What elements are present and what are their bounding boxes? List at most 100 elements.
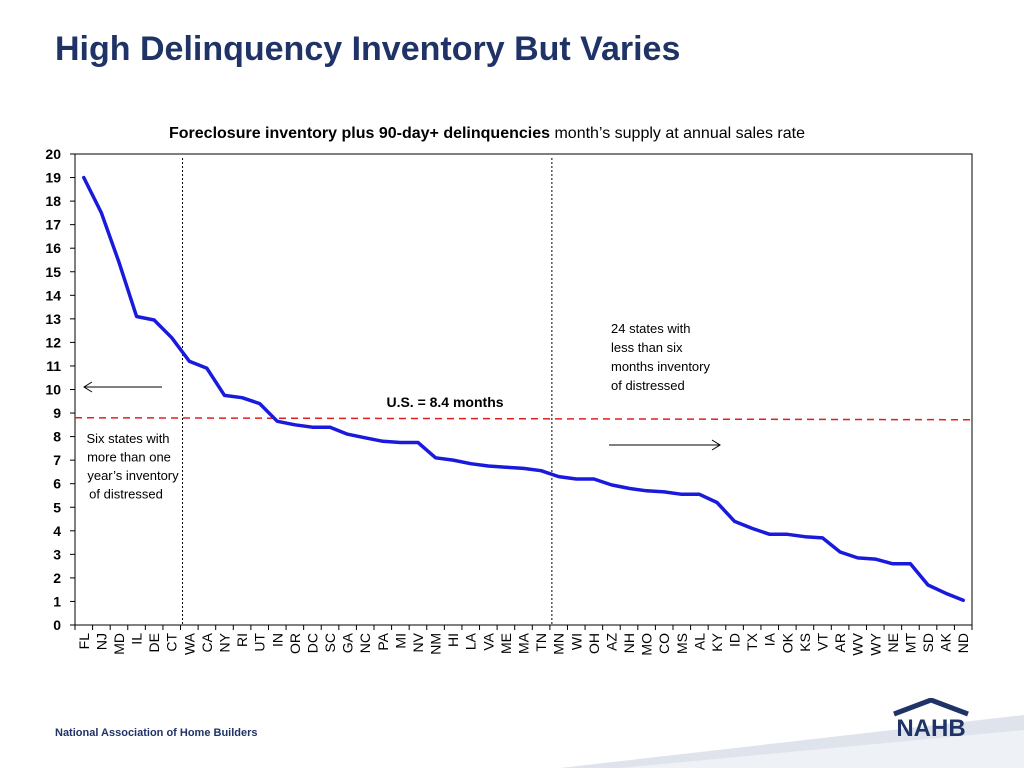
x-tick-label: CO bbox=[656, 633, 672, 654]
x-tick-label: OR bbox=[287, 633, 303, 654]
x-tick-label: VT bbox=[815, 633, 831, 651]
y-tick-label: 19 bbox=[45, 170, 61, 186]
x-tick-label: AZ bbox=[603, 633, 619, 651]
x-tick-label: CT bbox=[164, 633, 180, 652]
x-tick-label: SD bbox=[920, 633, 936, 652]
data-point bbox=[99, 211, 103, 215]
y-tick-label: 3 bbox=[53, 546, 61, 562]
y-tick-label: 20 bbox=[45, 146, 61, 162]
left-annotation-line: Six states with bbox=[86, 431, 169, 446]
data-point bbox=[891, 562, 895, 566]
data-point bbox=[909, 562, 912, 566]
x-tick-label: IN bbox=[269, 633, 285, 647]
data-point bbox=[574, 477, 578, 481]
x-tick-label: IL bbox=[129, 633, 145, 645]
data-point bbox=[152, 318, 156, 322]
data-point bbox=[821, 536, 824, 540]
x-tick-label: KS bbox=[797, 633, 813, 652]
nahb-logo-text: NAHB bbox=[896, 715, 965, 740]
x-tick-label: NY bbox=[217, 632, 233, 652]
right-annotation-line: less than six bbox=[611, 340, 683, 355]
data-point bbox=[873, 557, 877, 561]
footer-band bbox=[0, 700, 1024, 768]
data-point bbox=[486, 464, 490, 468]
x-tick-label: ID bbox=[727, 633, 743, 647]
y-tick-label: 4 bbox=[53, 523, 61, 539]
chart-title-rest: month’s supply at annual sales rate bbox=[550, 125, 805, 142]
foreclosure-chart: Foreclosure inventory plus 90-day+ delin… bbox=[45, 125, 973, 656]
data-point bbox=[82, 176, 86, 179]
y-tick-label: 16 bbox=[45, 240, 61, 256]
x-tick-label: NH bbox=[621, 633, 637, 653]
us-average-line bbox=[74, 417, 973, 421]
data-point bbox=[856, 556, 860, 560]
x-tick-label: NV bbox=[410, 632, 426, 652]
x-tick-label: WI bbox=[568, 633, 584, 650]
right-annotation-line: 24 states with bbox=[611, 321, 691, 336]
data-point bbox=[434, 456, 437, 460]
x-tick-label: NM bbox=[428, 633, 444, 655]
x-tick-label: TN bbox=[533, 633, 549, 652]
data-point bbox=[944, 591, 948, 595]
data-point bbox=[645, 489, 649, 493]
x-tick-label: ND bbox=[955, 633, 971, 653]
x-tick-label: TX bbox=[744, 632, 760, 651]
data-point bbox=[539, 469, 543, 473]
chart-title: Foreclosure inventory plus 90-day+ delin… bbox=[169, 125, 805, 142]
y-tick-label: 8 bbox=[53, 429, 61, 445]
x-tick-label: OH bbox=[586, 633, 602, 654]
left-annotation-line: year’s inventory bbox=[87, 468, 179, 483]
x-tick-label: IA bbox=[762, 632, 778, 646]
data-point bbox=[961, 598, 965, 602]
x-tick-label: WA bbox=[181, 632, 197, 655]
x-tick-label: MT bbox=[902, 633, 918, 654]
chart-title-bold: Foreclosure inventory plus 90-day+ delin… bbox=[169, 125, 550, 142]
data-point bbox=[258, 402, 262, 406]
x-tick-label: WV bbox=[850, 632, 866, 655]
x-tick-label: LA bbox=[463, 632, 479, 650]
x-tick-label: KY bbox=[709, 632, 725, 651]
x-tick-label: NC bbox=[357, 633, 373, 653]
y-tick-label: 17 bbox=[45, 217, 61, 233]
x-tick-label: CA bbox=[199, 632, 215, 652]
right-annotation-line: of distressed bbox=[611, 378, 685, 393]
data-point bbox=[610, 483, 613, 487]
x-tick-label: MA bbox=[516, 632, 532, 654]
x-tick-label: MS bbox=[674, 633, 690, 654]
x-tick-label: AK bbox=[938, 632, 954, 651]
data-point bbox=[803, 535, 807, 539]
data-point bbox=[275, 419, 279, 423]
data-point bbox=[240, 396, 244, 400]
x-tick-label: AR bbox=[832, 633, 848, 652]
right-annotation-line: months inventory bbox=[611, 359, 710, 374]
x-tick-label: VA bbox=[480, 632, 496, 650]
data-point bbox=[768, 532, 772, 536]
data-point bbox=[469, 462, 473, 466]
data-point bbox=[680, 492, 684, 496]
data-point bbox=[187, 359, 191, 363]
x-tick-label: PA bbox=[375, 632, 391, 650]
x-tick-label: HI bbox=[445, 633, 461, 647]
x-tick-label: OK bbox=[779, 632, 795, 653]
y-tick-label: 11 bbox=[46, 358, 61, 374]
plot-frame bbox=[74, 153, 973, 626]
data-point bbox=[223, 393, 226, 397]
x-tick-label: UT bbox=[252, 633, 268, 652]
data-point bbox=[117, 260, 121, 264]
data-point bbox=[838, 550, 842, 554]
data-point bbox=[733, 519, 736, 523]
data-point bbox=[311, 425, 314, 429]
y-tick-label: 15 bbox=[45, 264, 61, 280]
data-point bbox=[381, 439, 385, 443]
x-tick-label: SC bbox=[322, 633, 338, 652]
y-tick-label: 10 bbox=[45, 382, 61, 398]
y-tick-label: 1 bbox=[53, 593, 61, 609]
x-tick-label: MD bbox=[111, 633, 127, 655]
y-tick-label: 6 bbox=[53, 476, 61, 492]
x-tick-label: MI bbox=[392, 633, 408, 649]
x-tick-label: MN bbox=[551, 633, 567, 655]
x-tick-label: NE bbox=[885, 633, 901, 652]
right-arrow-head bbox=[711, 439, 721, 451]
left-annotation-line: more than one bbox=[87, 450, 171, 465]
left-annotation-line: of distressed bbox=[89, 487, 163, 502]
